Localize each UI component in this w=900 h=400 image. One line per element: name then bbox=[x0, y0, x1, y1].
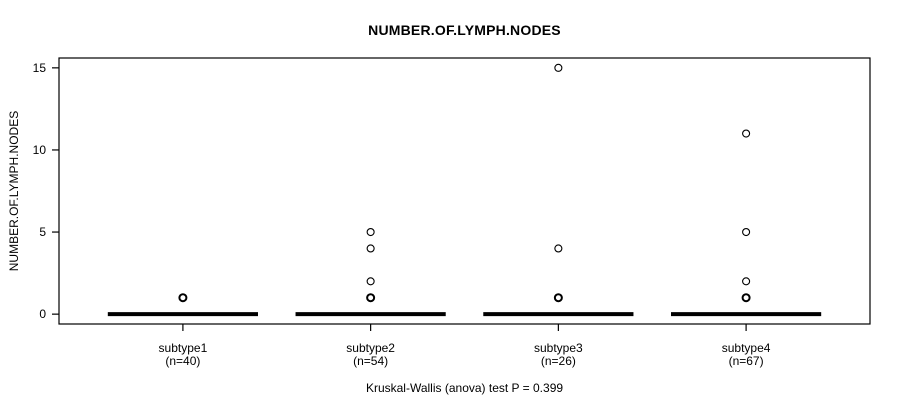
outlier-point bbox=[742, 227, 751, 237]
x-tick-sublabel: (n=67) bbox=[729, 354, 764, 368]
outlier-point bbox=[742, 277, 751, 286]
chart-caption: Kruskal-Wallis (anova) test P = 0.399 bbox=[365, 381, 564, 395]
x-tick-sublabel: (n=54) bbox=[353, 354, 388, 368]
chart-title: NUMBER.OF.LYMPH.NODES bbox=[368, 22, 561, 38]
outlier-point bbox=[366, 293, 376, 303]
outlier-point bbox=[366, 244, 375, 253]
x-tick-sublabel: (n=40) bbox=[165, 354, 200, 368]
x-tick-label: subtype4 bbox=[722, 341, 771, 355]
x-tick-label: subtype1 bbox=[159, 341, 208, 355]
outlier-point bbox=[553, 293, 563, 303]
y-tick-label: 10 bbox=[33, 143, 47, 157]
outlier-point bbox=[178, 293, 188, 303]
plot-border bbox=[58, 57, 871, 325]
outlier-point bbox=[554, 244, 563, 253]
y-axis-label: NUMBER.OF.LYMPH.NODES bbox=[7, 110, 21, 272]
outlier-point bbox=[366, 227, 375, 237]
y-tick-label: 5 bbox=[39, 225, 46, 239]
outlier-point bbox=[366, 277, 375, 286]
outlier-point bbox=[741, 293, 751, 303]
x-tick-label: subtype3 bbox=[534, 341, 583, 355]
x-tick-label: subtype2 bbox=[346, 341, 395, 355]
outlier-point bbox=[742, 129, 751, 138]
outlier-point bbox=[554, 63, 563, 72]
y-tick-label: 15 bbox=[33, 61, 47, 75]
x-tick-sublabel: (n=26) bbox=[541, 354, 576, 368]
y-tick-label: 0 bbox=[39, 307, 46, 321]
